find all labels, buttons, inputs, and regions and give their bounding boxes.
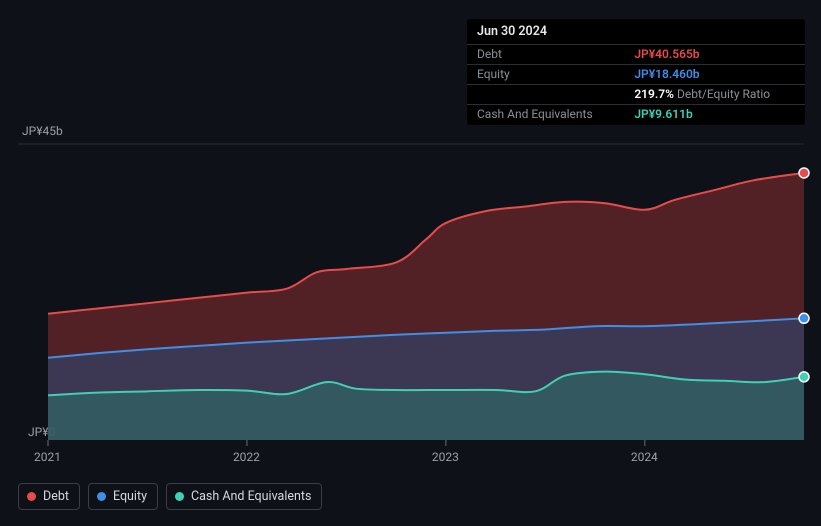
legend-dot-icon	[175, 492, 184, 501]
tooltip-row-label: Equity	[467, 64, 624, 84]
end-marker-equity	[799, 313, 809, 323]
x-axis-tick-2024: 2024	[631, 450, 658, 464]
tooltip-row-value: JP¥18.460b	[624, 64, 805, 84]
legend: Debt Equity Cash And Equivalents	[18, 483, 322, 510]
legend-item-debt[interactable]: Debt	[18, 483, 80, 510]
tooltip-row-2: 219.7% Debt/Equity Ratio	[467, 85, 805, 105]
legend-dot-icon	[97, 492, 106, 501]
tooltip-ratio-label: Debt/Equity Ratio	[674, 87, 770, 101]
chart-tooltip: Jun 30 2024 DebtJP¥40.565bEquityJP¥18.46…	[467, 19, 805, 125]
legend-label: Equity	[113, 489, 147, 504]
x-axis-tick-2022: 2022	[233, 450, 260, 464]
end-marker-debt	[799, 168, 809, 178]
tooltip-row-1: EquityJP¥18.460b	[467, 64, 805, 84]
legend-dot-icon	[27, 492, 36, 501]
legend-label: Debt	[43, 489, 69, 504]
legend-item-cash-and-equivalents[interactable]: Cash And Equivalents	[166, 483, 322, 510]
tooltip-row-value: 219.7% Debt/Equity Ratio	[624, 85, 805, 105]
x-axis-tick-2021: 2021	[34, 450, 61, 464]
tooltip-row-value: JP¥40.565b	[624, 44, 805, 64]
tooltip-row-label: Debt	[467, 44, 624, 64]
tooltip-row-label: Cash And Equivalents	[467, 105, 624, 125]
tooltip-row-3: Cash And EquivalentsJP¥9.611b	[467, 105, 805, 125]
tooltip-row-label	[467, 85, 624, 105]
x-axis-tick-2023: 2023	[432, 450, 459, 464]
end-marker-cash	[799, 372, 809, 382]
legend-item-equity[interactable]: Equity	[88, 483, 158, 510]
tooltip-title: Jun 30 2024	[467, 25, 805, 44]
tooltip-row-value: JP¥9.611b	[624, 105, 805, 125]
tooltip-row-0: DebtJP¥40.565b	[467, 44, 805, 64]
legend-label: Cash And Equivalents	[191, 489, 311, 504]
